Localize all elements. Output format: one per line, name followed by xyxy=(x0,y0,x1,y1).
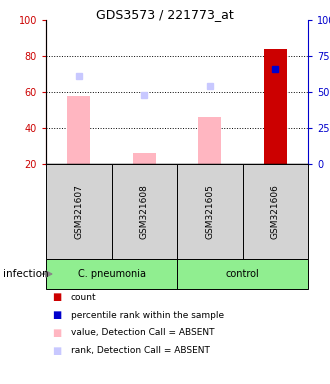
Bar xyxy=(243,164,308,259)
Bar xyxy=(198,117,221,164)
Text: GSM321607: GSM321607 xyxy=(74,184,83,239)
Bar xyxy=(46,164,112,259)
Text: rank, Detection Call = ABSENT: rank, Detection Call = ABSENT xyxy=(71,346,210,356)
Text: ■: ■ xyxy=(52,328,62,338)
Bar xyxy=(112,164,177,259)
Text: infection: infection xyxy=(3,269,49,279)
Text: GSM321605: GSM321605 xyxy=(205,184,214,239)
Text: ■: ■ xyxy=(52,292,62,302)
Text: C. pneumonia: C. pneumonia xyxy=(78,269,146,279)
Text: control: control xyxy=(226,269,259,279)
Bar xyxy=(177,259,308,289)
Text: GSM321608: GSM321608 xyxy=(140,184,149,239)
Text: percentile rank within the sample: percentile rank within the sample xyxy=(71,311,224,319)
Text: GSM321606: GSM321606 xyxy=(271,184,280,239)
Text: ■: ■ xyxy=(52,310,62,320)
Text: ■: ■ xyxy=(52,346,62,356)
Text: GDS3573 / 221773_at: GDS3573 / 221773_at xyxy=(96,8,234,21)
Bar xyxy=(177,164,243,259)
Bar xyxy=(133,153,156,164)
Text: value, Detection Call = ABSENT: value, Detection Call = ABSENT xyxy=(71,328,214,338)
Text: count: count xyxy=(71,293,96,301)
Bar xyxy=(264,49,287,164)
Bar xyxy=(46,259,177,289)
Bar xyxy=(67,96,90,164)
